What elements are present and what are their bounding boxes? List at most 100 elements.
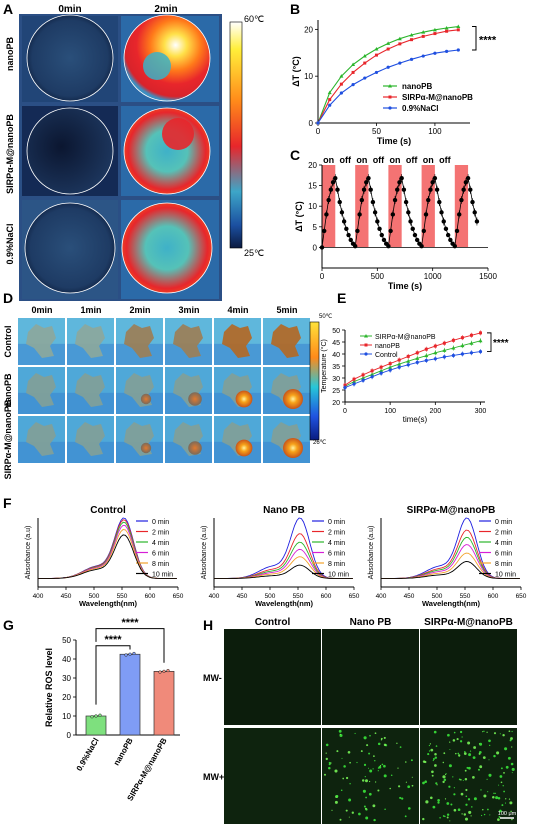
panel-h-cell-1-2-120	[428, 750, 431, 752]
chart-e-point-2-4	[379, 371, 383, 375]
panel-h-cell-1-2-88	[493, 732, 497, 735]
panel-d-col-label-1: 1min	[80, 305, 101, 315]
chart-e-point-1-11	[442, 341, 446, 345]
panel-h-cell-1-1-62	[390, 774, 393, 777]
chart-f1-legend-label-0: 0 min	[152, 519, 169, 526]
chart-e-point-2-0	[343, 386, 347, 390]
chart-b-legend-marker-1	[388, 95, 392, 99]
panel-h-cell-1-2-60	[464, 777, 468, 781]
chart-e-ytick-label-3: 35	[332, 364, 340, 371]
chart-c-ytick-label-2: 10	[308, 202, 317, 211]
panel-h-cell-1-1-8	[339, 818, 342, 821]
panel-h-cell-1-2-89	[508, 798, 511, 800]
chart-b-point-1-6	[386, 47, 390, 51]
panel-d-body-1-0	[26, 373, 56, 407]
chart-c-point-65	[463, 180, 469, 185]
panel-h-cell-1-1-27	[384, 808, 386, 811]
chart-b-point-1-12	[456, 28, 460, 32]
panel-h-cell-1-2-23	[479, 765, 483, 769]
panel-h-row-label-1: MW+	[203, 772, 224, 782]
chart-c-point-61	[454, 228, 460, 234]
chart-c-point-49	[428, 187, 433, 192]
chart-c-point-41	[410, 226, 415, 232]
chart-f1-xtick-label-0: 400	[33, 593, 44, 600]
panel-h-cell-1-2-67	[442, 815, 445, 817]
panel-h-cell-1-1-52	[340, 789, 343, 791]
panel-d-col-label-4: 4min	[227, 305, 248, 315]
chart-f2-legend-label-4: 8 min	[328, 561, 345, 568]
panel-h-image-0-1	[322, 629, 419, 725]
chart-f2-x-title: Wavelength(nm)	[255, 599, 314, 608]
panel-h-cell-1-2-146	[434, 764, 437, 767]
chart-b-point-0-9	[421, 30, 426, 34]
chart-e-xtick-label-0: 0	[343, 408, 347, 415]
panel-d-row-label-1: nanoPB	[3, 373, 13, 408]
chart-c-point-11	[344, 226, 349, 232]
chart-c-y-title: ΔT (°C)	[294, 201, 304, 232]
panel-h-cell-1-1-25	[334, 800, 338, 804]
panel-h-cell-1-2-93	[443, 752, 446, 755]
panel-d-tumor-1-5	[283, 389, 303, 409]
panel-d-scale-min: 26℃	[313, 440, 327, 446]
chart-b-point-0-6	[386, 41, 391, 45]
panel-h-cell-1-1-6	[334, 769, 338, 773]
chart-g-bar-1	[119, 653, 141, 736]
chart-g-ytick-label-0: 0	[67, 731, 72, 740]
panel-h-cell-1-1-33	[380, 737, 383, 740]
panel-h-cell-1-1-7	[361, 779, 365, 782]
chart-g-y-title: Relative ROS level	[44, 648, 54, 727]
panel-h-cell-1-2-43	[455, 752, 457, 755]
panel-h-cell-1-2-0	[427, 753, 430, 756]
panel-h-cell-1-2-62	[483, 730, 485, 733]
panel-h-cell-1-2-102	[468, 810, 472, 814]
chart-c-point-42	[412, 232, 418, 238]
panel-d-tumor-1-4	[235, 390, 253, 408]
panel-h-cell-1-1-59	[360, 750, 363, 753]
panel-h-cell-1-1-73	[358, 812, 361, 816]
chart-f2-line-0	[214, 517, 353, 579]
chart-c-xtick-label-2: 1000	[424, 272, 442, 281]
chart-b-x-title: Time (s)	[377, 136, 411, 146]
panel-h-cell-1-2-59	[432, 805, 436, 809]
chart-c-on-label-1: on	[356, 155, 367, 165]
panel-d-tumor-2-5	[283, 438, 303, 458]
panel-h-cell-1-2-31	[486, 731, 488, 733]
panel-h-cell-1-2-55	[511, 730, 513, 733]
chart-f3-xtick-label-1: 450	[404, 593, 415, 600]
panel-h-cell-1-2-42	[464, 769, 467, 772]
panel-h-cell-1-1-45	[363, 736, 367, 740]
chart-f3-xtick-label-5: 650	[516, 593, 527, 600]
scale-a-min: 25℃	[244, 248, 264, 258]
panel-h-cell-1-1-26	[325, 743, 329, 747]
chart-b-point-0-3	[351, 62, 356, 66]
chart-e-ytick-label-2: 30	[332, 376, 340, 383]
chart-c-point-27	[379, 232, 384, 238]
panel-h-cell-1-2-49	[479, 742, 483, 746]
panel-h-cell-1-1-40	[372, 768, 374, 770]
panel-h-cell-1-2-74	[446, 813, 450, 816]
chart-e-point-1-1	[352, 377, 356, 381]
panel-h-cell-1-2-143	[468, 753, 472, 757]
panel-h-cell-1-1-35	[365, 796, 367, 799]
panel-letter-B: B	[290, 1, 300, 17]
panel-h-cell-1-1-66	[349, 761, 351, 764]
chart-c-point-64	[461, 187, 466, 192]
panel-d-body-0-1	[75, 324, 105, 358]
panel-h-cell-1-1-69	[411, 784, 414, 787]
panel-h-cell-1-1-47	[369, 769, 373, 773]
chart-b-xtick-label-0: 0	[316, 127, 321, 136]
panel-h-cell-1-1-85	[401, 797, 404, 800]
chart-c-point-31	[388, 228, 393, 234]
chart-e-point-2-6	[397, 365, 401, 369]
chart-g-ytick-label-4: 40	[62, 655, 71, 664]
chart-c-point-48	[426, 197, 431, 203]
panel-d-tumor-2-4	[235, 439, 253, 457]
panel-letter-H: H	[203, 617, 213, 633]
chart-c-point-22	[368, 187, 373, 192]
chart-e-legend-marker-1	[364, 343, 368, 347]
panel-letter-F: F	[3, 495, 12, 511]
chart-c-point-5	[330, 180, 336, 185]
chart-b-legend-label-1: SIRPα-M@nanoPB	[402, 93, 473, 102]
panel-h-cell-1-2-58	[430, 748, 434, 752]
panel-h-cell-1-1-18	[348, 798, 352, 802]
